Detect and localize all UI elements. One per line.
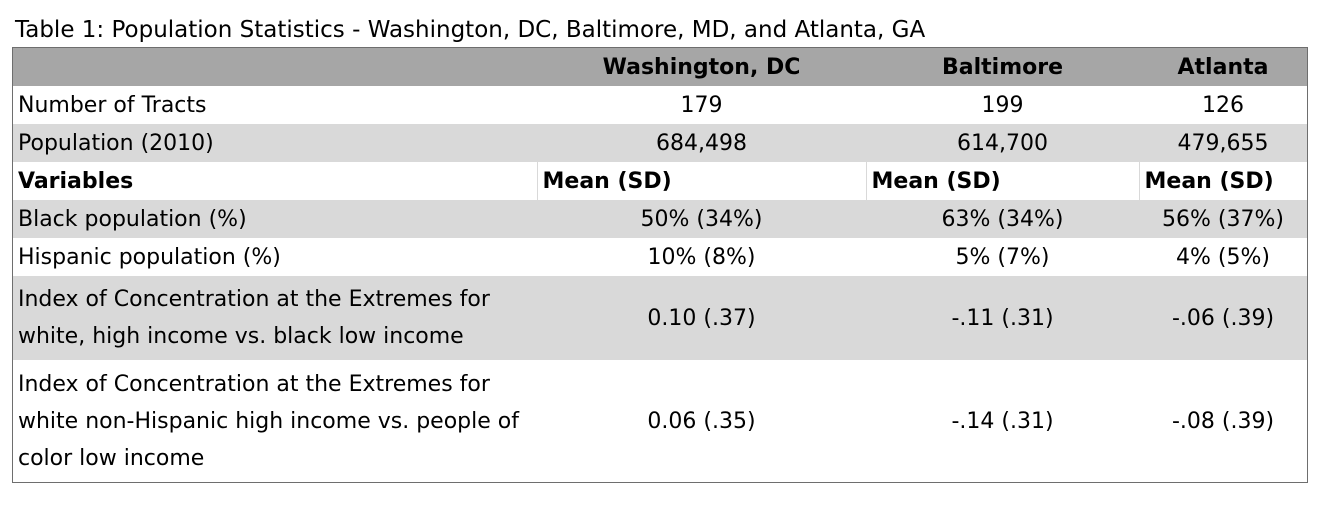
- variables-header-row: Variables Mean (SD) Mean (SD) Mean (SD): [13, 162, 1307, 200]
- mean-sd-baltimore: Mean (SD): [865, 162, 1139, 200]
- row-label-black-pop: Black population (%): [13, 200, 537, 238]
- cell-dc-ice-race-income: 0.10 (.37): [537, 276, 866, 360]
- table-row: Black population (%) 50% (34%) 63% (34%)…: [13, 200, 1307, 238]
- cell-dc-population: 684,498: [537, 124, 866, 162]
- cell-dc-black-pop: 50% (34%): [537, 200, 866, 238]
- cell-baltimore-ice-race-income: -.11 (.31): [866, 276, 1139, 360]
- row-label-ice-ethnicity-income: Index of Concentration at the Extremes f…: [13, 360, 537, 482]
- table-row: Number of Tracts 179 199 126: [13, 86, 1307, 124]
- row-label-ice-race-income: Index of Concentration at the Extremes f…: [13, 276, 537, 360]
- row-label-population: Population (2010): [13, 124, 537, 162]
- variables-label: Variables: [13, 162, 537, 200]
- cell-baltimore-tracts: 199: [866, 86, 1139, 124]
- table-row: Index of Concentration at the Extremes f…: [13, 276, 1307, 360]
- mean-sd-dc: Mean (SD): [536, 162, 866, 200]
- row-label-tracts: Number of Tracts: [13, 86, 537, 124]
- cell-atlanta-population: 479,655: [1139, 124, 1307, 162]
- row-label-hispanic-pop: Hispanic population (%): [13, 238, 537, 276]
- table-row: Index of Concentration at the Extremes f…: [13, 360, 1307, 482]
- cell-baltimore-hispanic-pop: 5% (7%): [866, 238, 1139, 276]
- cell-dc-ice-ethnicity-income: 0.06 (.35): [537, 360, 866, 482]
- header-baltimore: Baltimore: [866, 48, 1139, 86]
- cell-atlanta-ice-ethnicity-income: -.08 (.39): [1139, 360, 1307, 482]
- header-blank-cell: [13, 48, 537, 86]
- header-atlanta: Atlanta: [1139, 48, 1307, 86]
- data-table: Washington, DC Baltimore Atlanta Number …: [13, 48, 1307, 482]
- cell-dc-tracts: 179: [537, 86, 866, 124]
- cell-baltimore-ice-ethnicity-income: -.14 (.31): [866, 360, 1139, 482]
- cell-atlanta-ice-race-income: -.06 (.39): [1139, 276, 1307, 360]
- cell-atlanta-hispanic-pop: 4% (5%): [1139, 238, 1307, 276]
- cell-baltimore-population: 614,700: [866, 124, 1139, 162]
- table-caption: Table 1: Population Statistics - Washing…: [15, 17, 926, 43]
- table-row: Population (2010) 684,498 614,700 479,65…: [13, 124, 1307, 162]
- header-washington-dc: Washington, DC: [537, 48, 866, 86]
- cell-baltimore-black-pop: 63% (34%): [866, 200, 1139, 238]
- population-table: Washington, DC Baltimore Atlanta Number …: [12, 47, 1308, 483]
- column-header-row: Washington, DC Baltimore Atlanta: [13, 48, 1307, 86]
- cell-atlanta-black-pop: 56% (37%): [1139, 200, 1307, 238]
- cell-atlanta-tracts: 126: [1139, 86, 1307, 124]
- cell-dc-hispanic-pop: 10% (8%): [537, 238, 866, 276]
- mean-sd-atlanta: Mean (SD): [1138, 162, 1307, 200]
- table-row: Hispanic population (%) 10% (8%) 5% (7%)…: [13, 238, 1307, 276]
